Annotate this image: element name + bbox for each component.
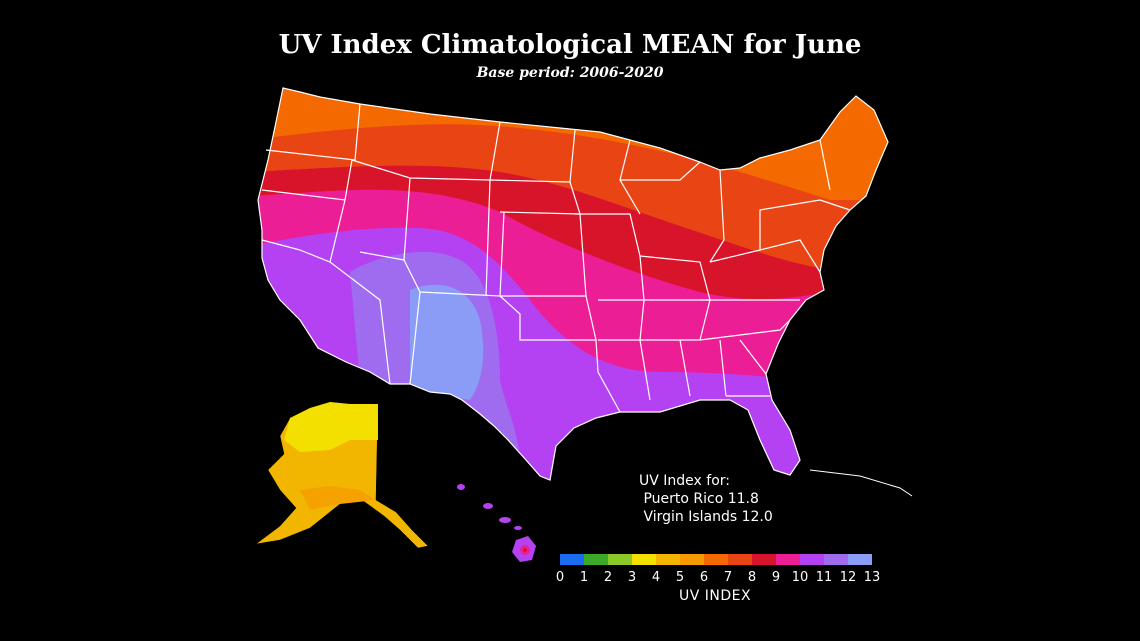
- legend-tick-3: 3: [627, 570, 637, 585]
- territory-uv-note: UV Index for: Puerto Rico 11.8 Virgin Is…: [639, 472, 773, 526]
- legend-tick-7: 7: [723, 570, 733, 585]
- note-puerto-rico: Puerto Rico 11.8: [639, 491, 759, 507]
- legend-swatch-6: [704, 554, 728, 565]
- caribbean-outline: [809, 469, 913, 497]
- legend-tick-5: 5: [675, 570, 685, 585]
- alaska: [255, 401, 429, 549]
- note-heading: UV Index for:: [639, 473, 730, 489]
- uv-band-13: [410, 284, 484, 400]
- legend-color-bar: [560, 554, 872, 565]
- legend-tick-13: 13: [863, 570, 881, 585]
- legend-tick-4: 4: [651, 570, 661, 585]
- legend-tick-9: 9: [771, 570, 781, 585]
- state-boundaries: [257, 87, 889, 481]
- legend-swatch-5: [680, 554, 704, 565]
- legend-swatch-12: [848, 554, 872, 565]
- legend-title: UV INDEX: [678, 588, 752, 604]
- legend-swatch-1: [584, 554, 608, 565]
- legend-tick-0: 0: [555, 570, 565, 585]
- legend-swatch-11: [824, 554, 848, 565]
- legend-swatch-9: [776, 554, 800, 565]
- hawaii: [457, 484, 536, 562]
- legend-swatch-8: [752, 554, 776, 565]
- legend-tick-6: 6: [699, 570, 709, 585]
- legend-swatch-7: [728, 554, 752, 565]
- legend-tick-1: 1: [579, 570, 589, 585]
- legend-tick-11: 11: [815, 570, 833, 585]
- map-subtitle: Base period: 2006-2020: [476, 65, 664, 81]
- legend-tick-8: 8: [747, 570, 757, 585]
- legend-swatch-10: [800, 554, 824, 565]
- legend-tick-2: 2: [603, 570, 613, 585]
- legend-swatch-3: [632, 554, 656, 565]
- legend-swatch-0: [560, 554, 584, 565]
- legend-tick-10: 10: [791, 570, 809, 585]
- legend-swatch-4: [656, 554, 680, 565]
- note-virgin-islands: Virgin Islands 12.0: [639, 509, 773, 525]
- legend-swatch-2: [608, 554, 632, 565]
- legend-tick-12: 12: [839, 570, 857, 585]
- map-title: UV Index Climatological MEAN for June: [278, 30, 862, 60]
